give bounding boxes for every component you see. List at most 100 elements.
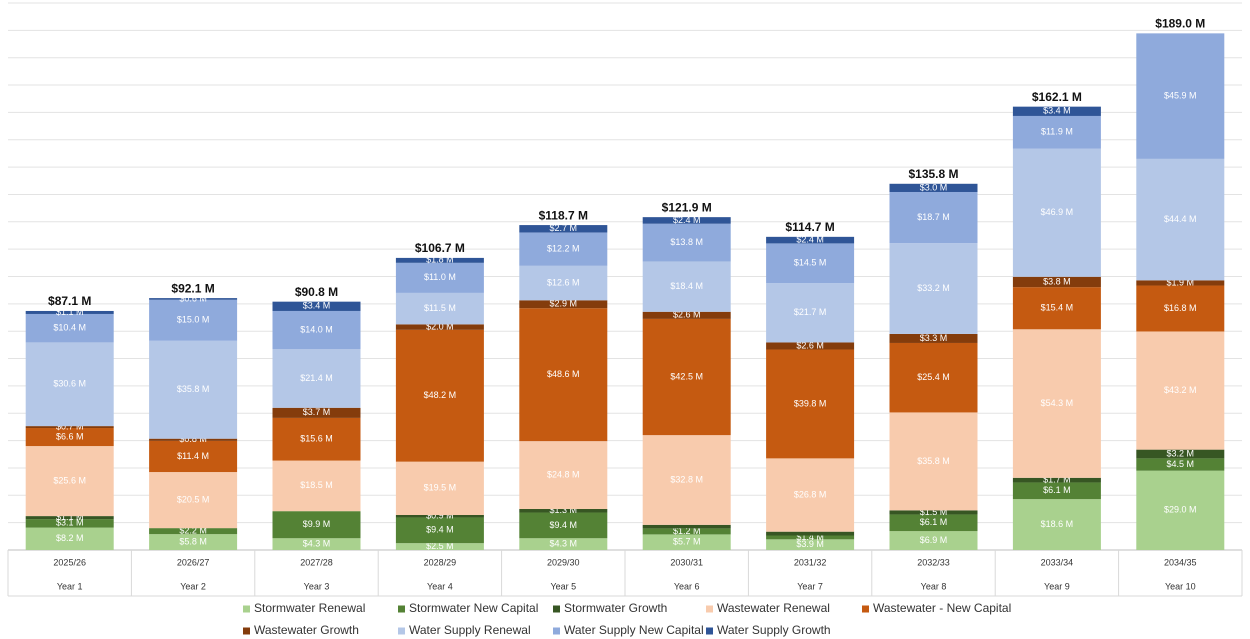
- data-label: $0.7 M: [56, 421, 84, 431]
- bar-segment: [395, 517, 484, 544]
- legend-label: Water Supply Growth: [717, 623, 831, 637]
- legend-label: Stormwater Growth: [564, 601, 667, 615]
- data-label: $1.3 M: [550, 505, 578, 515]
- legend-swatch: [398, 605, 405, 613]
- data-label: $4.5 M: [1167, 459, 1195, 469]
- data-label: $2.4 M: [796, 234, 824, 244]
- bar-segment: [889, 333, 978, 343]
- data-label: $11.0 M: [424, 272, 456, 282]
- data-label: $30.6 M: [53, 379, 86, 389]
- x-tick-sublabel: Year 9: [1044, 581, 1070, 591]
- bar-segment: [766, 342, 855, 350]
- data-label: $46.9 M: [1041, 207, 1074, 217]
- bar-segment: [395, 514, 484, 518]
- bar-segment: [1136, 470, 1225, 550]
- total-label: $87.1 M: [48, 294, 91, 308]
- bar-segment: [642, 223, 731, 262]
- data-label: $0.6 M: [179, 293, 207, 303]
- data-label: $3.4 M: [303, 301, 331, 311]
- bar-segment: [25, 428, 114, 447]
- data-label: $3.4 M: [1043, 106, 1071, 116]
- bar-segment: [766, 539, 855, 550]
- bar-segment: [149, 299, 238, 341]
- legend-label: Stormwater Renewal: [254, 601, 365, 615]
- data-label: $8.2 M: [56, 533, 84, 543]
- bar-segment: [149, 438, 238, 441]
- data-label: $18.4 M: [670, 281, 703, 291]
- total-label: $106.7 M: [415, 241, 465, 255]
- bar-segment: [149, 534, 238, 550]
- data-label: $44.4 M: [1164, 214, 1197, 224]
- x-tick-sublabel: Year 10: [1165, 581, 1196, 591]
- bar-segment: [1012, 106, 1101, 116]
- legend-label: Water Supply Renewal: [409, 623, 531, 637]
- data-label: $12.6 M: [547, 277, 580, 287]
- bar-segment: [272, 511, 361, 539]
- data-label: $15.0 M: [177, 315, 210, 325]
- bar-segment: [25, 426, 114, 429]
- bar-segment: [642, 217, 731, 224]
- data-label: $21.7 M: [794, 307, 827, 317]
- total-label: $92.1 M: [171, 281, 214, 295]
- x-tick-label: 2025/26: [53, 557, 86, 567]
- bar-segment: [642, 318, 731, 436]
- total-label: $121.9 M: [662, 200, 712, 214]
- x-tick-sublabel: Year 6: [674, 581, 700, 591]
- data-label: $1.1 M: [56, 512, 84, 522]
- data-label: $29.0 M: [1164, 505, 1197, 515]
- bar-segment: [272, 301, 361, 311]
- x-tick-label: 2029/30: [547, 557, 580, 567]
- data-label: $2.2 M: [179, 526, 207, 536]
- legend-label: Wastewater - New Capital: [873, 601, 1011, 615]
- data-label: $1.9 M: [1167, 277, 1195, 287]
- bar-segment: [519, 512, 608, 539]
- bar-segment: [1136, 449, 1225, 459]
- bar-segment: [519, 538, 608, 550]
- legend-label: Water Supply New Capital: [564, 623, 704, 637]
- bar-segment: [149, 340, 238, 439]
- bar-segment: [1012, 115, 1101, 149]
- data-label: $25.6 M: [53, 475, 86, 485]
- bar-segment: [1136, 285, 1225, 332]
- legend-swatch: [862, 605, 869, 613]
- data-label: $15.4 M: [1041, 303, 1074, 313]
- x-tick-sublabel: Year 5: [550, 581, 576, 591]
- data-label: $21.4 M: [300, 373, 333, 383]
- bar-segment: [272, 407, 361, 418]
- data-label: $18.5 M: [300, 480, 333, 490]
- x-tick-sublabel: Year 3: [304, 581, 330, 591]
- bar-segment: [519, 232, 608, 266]
- bar-segment: [1012, 477, 1101, 483]
- data-label: $2.6 M: [796, 340, 824, 350]
- bar-segment: [1136, 280, 1225, 286]
- bar-segment: [149, 472, 238, 529]
- legend-swatch: [706, 605, 713, 613]
- bar-segment: [766, 243, 855, 284]
- data-label: $1.8 M: [426, 255, 454, 265]
- x-tick-label: 2034/35: [1164, 557, 1197, 567]
- total-label: $118.7 M: [539, 208, 588, 222]
- data-label: $2.6 M: [673, 310, 701, 320]
- data-label: $35.8 M: [177, 384, 210, 394]
- bar-segment: [519, 265, 608, 301]
- data-label: $4.3 M: [550, 538, 578, 548]
- bar-segment: [149, 298, 238, 300]
- legend-label: Wastewater Renewal: [717, 601, 830, 615]
- x-tick-label: 2033/34: [1041, 557, 1074, 567]
- data-label: $3.1 M: [56, 518, 84, 528]
- data-label: $0.8 M: [179, 434, 207, 444]
- x-tick-label: 2032/33: [917, 557, 950, 567]
- data-label: $11.4 M: [177, 451, 209, 461]
- data-label: $6.6 M: [56, 431, 84, 441]
- data-label: $11.5 M: [424, 303, 456, 313]
- bar-segment: [1136, 458, 1225, 471]
- bar-segment: [519, 508, 608, 513]
- data-label: $25.4 M: [917, 372, 950, 382]
- bar-segment: [889, 531, 978, 550]
- total-label: $135.8 M: [908, 167, 958, 181]
- bar-segment: [1136, 158, 1225, 281]
- data-label: $0.9 M: [426, 511, 454, 521]
- bar-segment: [889, 342, 978, 413]
- data-label: $3.7 M: [303, 407, 331, 417]
- bar-segment: [889, 514, 978, 532]
